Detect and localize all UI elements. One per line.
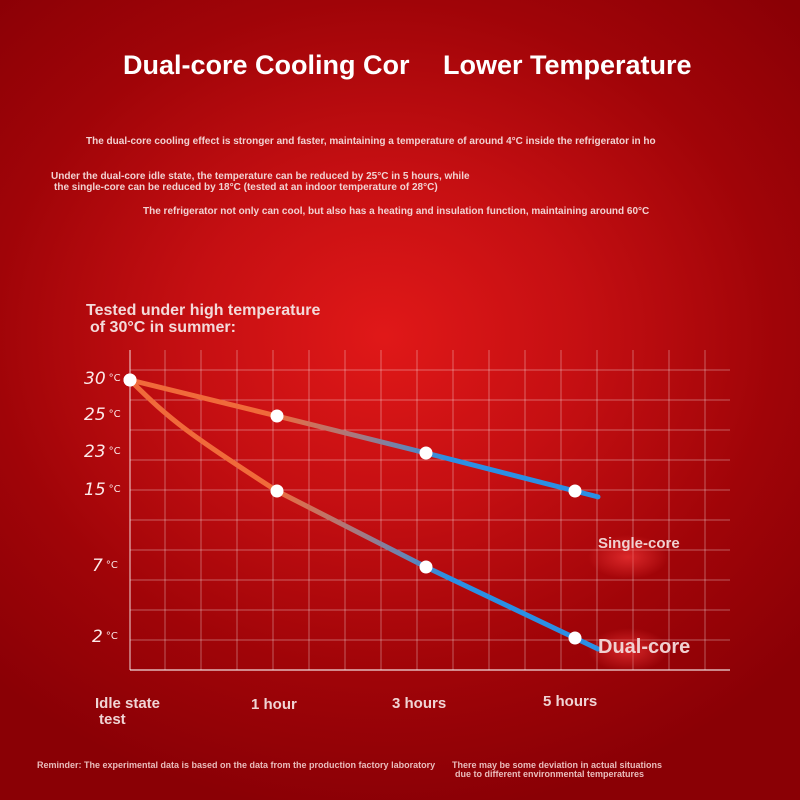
legend-glow [588, 628, 668, 672]
title-part-1: Dual-core Cooling Cor [123, 50, 410, 80]
description-line-1: The dual-core cooling effect is stronger… [86, 136, 656, 147]
footer-reminder: Reminder: The experimental data is based… [37, 760, 436, 770]
title-part-2: Lower Temperature [443, 50, 692, 80]
y-tick-label: 2 °C [92, 627, 118, 647]
description-line-3: The refrigerator not only can cool, but … [143, 206, 650, 217]
x-tick-label: Idle state test [95, 695, 161, 728]
data-point-dual-core [123, 373, 137, 387]
legend-single-core: Single-core [598, 535, 680, 552]
y-tick-value: 30 [84, 369, 106, 389]
series-line-dual-core [127, 377, 601, 652]
y-tick-value: 7 [92, 556, 103, 576]
y-tick-unit: °C [105, 560, 118, 571]
y-tick-label: 25 °C [84, 405, 121, 425]
y-tick-value: 25 [84, 405, 106, 425]
y-tick-unit: °C [108, 446, 121, 457]
chart-subtitle-line-2: of 30°C in summer: [90, 319, 236, 336]
description-line-2a: Under the dual-core idle state, the temp… [51, 171, 470, 182]
chart-grid [129, 350, 730, 671]
x-tick-label: 5 hours [543, 693, 598, 710]
data-point-single-core [270, 409, 284, 423]
x-tick-label: 1 hour [251, 696, 297, 713]
data-point-dual-core [568, 631, 582, 645]
y-tick-label: 23 °C [84, 442, 121, 462]
y-tick-value: 2 [92, 627, 103, 647]
y-tick-unit: °C [108, 373, 121, 384]
description-line-2b: the single-core can be reduced by 18°C (… [54, 182, 438, 193]
data-point-single-core [419, 446, 433, 460]
chart-subtitle-line-1: Tested under high temperature [86, 302, 321, 319]
data-point-dual-core [419, 560, 433, 574]
y-tick-unit: °C [108, 409, 121, 420]
data-point-dual-core [270, 484, 284, 498]
legend-glow [588, 535, 668, 579]
footer-note-line-2: due to different environmental temperatu… [455, 769, 645, 779]
footer-note-line-1: There may be some deviation in actual si… [452, 760, 663, 770]
y-tick-unit: °C [105, 631, 118, 642]
x-tick-label: 3 hours [392, 695, 447, 712]
data-point-single-core [568, 484, 582, 498]
y-tick-unit: °C [108, 484, 121, 495]
y-tick-value: 23 [84, 442, 106, 462]
y-tick-label: 15 °C [84, 480, 121, 500]
y-tick-label: 30 °C [84, 369, 121, 389]
y-tick-value: 15 [84, 480, 106, 500]
legend-dual-core: Dual-core [598, 636, 691, 658]
y-tick-label: 7 °C [92, 556, 118, 576]
